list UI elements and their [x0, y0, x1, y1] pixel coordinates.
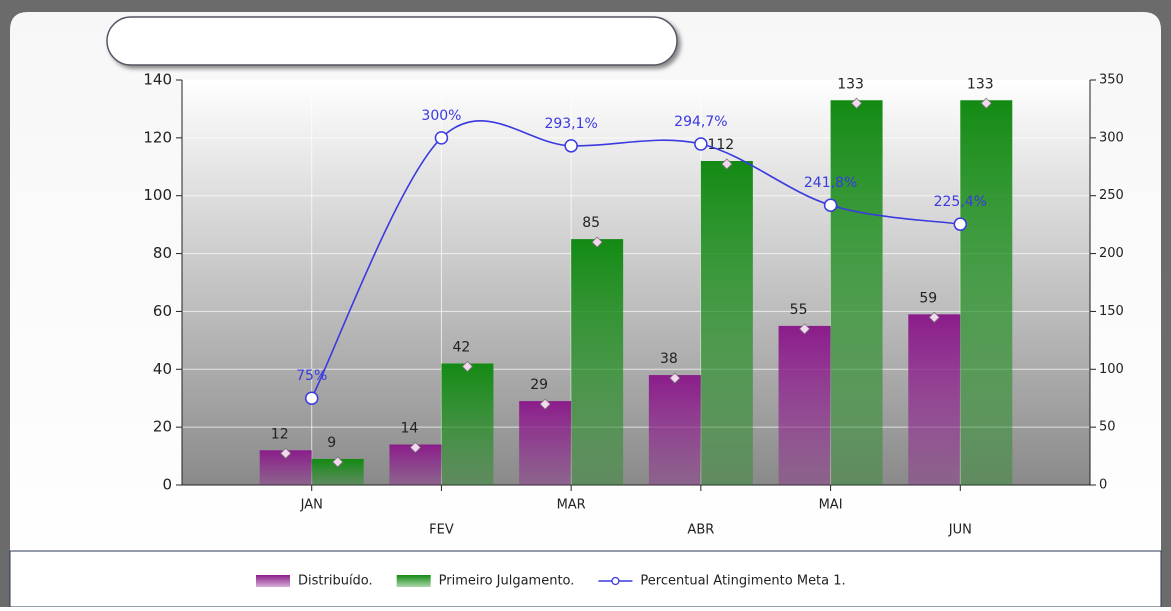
bar	[700, 161, 753, 485]
y2-tick-label: 300	[1099, 130, 1124, 145]
line-marker	[564, 139, 578, 153]
bar	[960, 100, 1013, 485]
y-tick-label: 60	[153, 302, 172, 320]
x-tick-label: ABR	[687, 523, 714, 538]
data-label: 133	[967, 76, 994, 92]
y-tick-label: 80	[153, 244, 172, 262]
data-label: 300%	[421, 108, 461, 124]
data-label: 59	[919, 290, 937, 306]
data-label: 42	[453, 340, 471, 356]
y-tick-label: 0	[162, 476, 172, 494]
line-marker	[823, 198, 838, 212]
data-label: 85	[582, 215, 600, 231]
bar-marker	[591, 236, 603, 248]
bar-marker	[280, 447, 292, 459]
y-tick-label: 140	[143, 71, 172, 89]
data-label: 14	[401, 421, 419, 437]
line-marker	[434, 131, 449, 145]
bar-marker	[721, 158, 733, 170]
legend-label: Primeiro Julgamento.	[439, 574, 575, 589]
legend-swatch	[396, 575, 431, 587]
y2-tick-label: 0	[1099, 478, 1107, 493]
bar-marker	[799, 323, 811, 335]
data-label: 294,7%	[674, 114, 727, 130]
bar-marker	[539, 398, 551, 410]
data-label: 293,1%	[544, 116, 597, 132]
bar	[908, 314, 961, 485]
bar-marker	[409, 441, 421, 454]
bar	[441, 363, 494, 485]
y-tick-label: 20	[153, 418, 172, 436]
x-tick-label: FEV	[429, 523, 454, 538]
title-box	[106, 16, 678, 66]
bar	[778, 325, 831, 485]
bar-marker	[980, 97, 992, 109]
data-label: 225,4%	[934, 194, 987, 210]
line-marker	[953, 217, 968, 231]
bar-marker	[851, 97, 863, 109]
data-label: 29	[530, 377, 548, 393]
legend-swatch	[611, 576, 620, 586]
bar-marker	[461, 360, 473, 373]
data-label: 55	[790, 302, 808, 318]
data-label: 9	[327, 435, 336, 451]
legend-area	[9, 550, 1162, 608]
legend-label: Distribuído.	[298, 574, 373, 589]
bar	[519, 401, 572, 485]
x-tick-label: JUN	[948, 523, 972, 538]
line-marker	[694, 137, 708, 151]
line-marker	[304, 391, 319, 405]
y2-tick-label: 250	[1099, 188, 1124, 203]
data-label: 133	[837, 76, 864, 92]
data-label: 75%	[296, 368, 327, 384]
bar	[648, 375, 701, 485]
x-tick-label: MAR	[557, 498, 586, 513]
bar-marker	[332, 456, 344, 468]
y2-tick-label: 200	[1099, 246, 1124, 261]
y-tick-label: 40	[153, 360, 172, 378]
y2-tick-label: 50	[1099, 420, 1116, 435]
y2-tick-label: 150	[1099, 304, 1124, 319]
bar-marker	[928, 311, 940, 323]
data-label: 38	[660, 351, 678, 367]
x-tick-label: JAN	[300, 498, 323, 513]
legend-label: Percentual Atingimento Meta 1.	[640, 574, 845, 589]
x-tick-label: MAI	[819, 498, 843, 513]
y-tick-label: 100	[143, 186, 172, 204]
data-label: 241,8%	[804, 175, 857, 191]
bar	[571, 239, 624, 485]
bar	[830, 100, 883, 485]
y-tick-label: 120	[143, 128, 172, 146]
data-label: 12	[271, 426, 289, 442]
y2-tick-label: 100	[1099, 362, 1124, 377]
bar-marker	[669, 372, 681, 384]
legend-swatch	[256, 575, 290, 587]
data-label: 112	[707, 137, 734, 153]
y2-tick-label: 350	[1099, 73, 1124, 88]
